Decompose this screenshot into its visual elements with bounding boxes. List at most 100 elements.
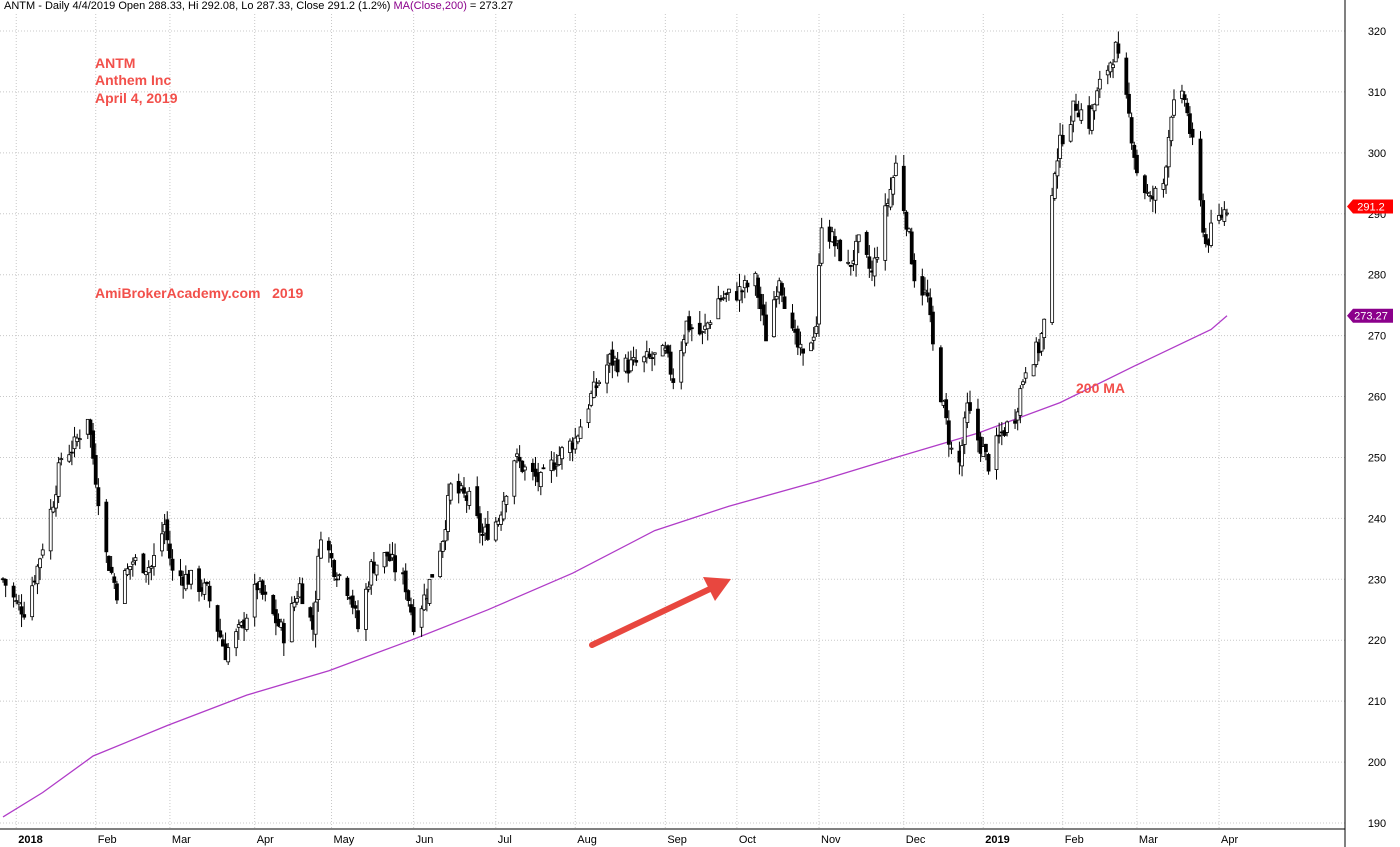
candle-down — [334, 578, 339, 581]
candle-up — [125, 568, 130, 576]
x-tick-label: Dec — [906, 834, 926, 846]
candle-up — [427, 578, 432, 604]
candle-up — [319, 539, 323, 559]
candle-up — [438, 550, 443, 577]
candle-up — [1055, 160, 1060, 177]
candle-up — [1164, 166, 1168, 186]
candle-down — [430, 574, 435, 578]
candle-up — [716, 298, 721, 320]
candle-up — [557, 455, 562, 465]
candle-up — [289, 603, 294, 643]
candle-up — [366, 586, 371, 590]
candle-down — [91, 430, 95, 459]
candle-up — [772, 299, 776, 338]
y-tick-label: 280 — [1368, 270, 1386, 282]
candle-up — [642, 356, 647, 363]
candle-down — [764, 314, 768, 342]
ma-value-text: = 273.27 — [466, 0, 514, 12]
candle-up — [40, 549, 45, 556]
candle-down — [790, 312, 795, 329]
candle-down — [353, 605, 358, 609]
candle-up — [292, 601, 297, 608]
candle-up — [77, 438, 82, 441]
y-tick-label: 300 — [1368, 148, 1386, 160]
candle-down — [1201, 200, 1206, 233]
candle-down — [946, 420, 951, 445]
candle-up — [422, 594, 427, 611]
ma-value-badge-shape — [1347, 308, 1393, 323]
candle-down — [462, 487, 466, 494]
x-tick-label: Sep — [667, 834, 687, 846]
candle-up — [684, 320, 689, 344]
candle-up — [313, 601, 318, 635]
candle-up — [1031, 364, 1036, 377]
candle-up — [56, 462, 61, 497]
candle-up — [737, 286, 742, 301]
candle-up — [597, 381, 602, 384]
candle-up — [35, 565, 40, 585]
candle-down — [745, 282, 750, 288]
candle-up — [295, 598, 299, 603]
candle-up — [14, 600, 19, 603]
candle-down — [986, 454, 991, 472]
candle-down — [115, 583, 119, 601]
price-badges: 291.2 273.27 — [1347, 199, 1393, 323]
candle-up — [1068, 124, 1073, 142]
candle-down — [517, 456, 522, 462]
candle-down — [1013, 420, 1017, 424]
candle-up — [727, 288, 731, 294]
candle-down — [300, 583, 305, 605]
candle-down — [1198, 138, 1203, 201]
candle-down — [761, 304, 766, 316]
candle-down — [697, 322, 702, 335]
candle-up — [443, 529, 448, 542]
candle-down — [165, 519, 170, 541]
candle-up — [891, 177, 896, 195]
y-tick-label: 190 — [1368, 818, 1386, 830]
candle-down — [350, 595, 355, 608]
site-annotation: AmiBrokerAcademy.com 2019 — [95, 285, 304, 301]
candle-down — [485, 523, 490, 540]
ma-annotation: 200 MA — [1076, 380, 1126, 396]
trend-arrow — [589, 577, 731, 648]
candle-up — [538, 472, 543, 488]
candle-down — [801, 348, 806, 354]
candle-up — [515, 453, 519, 457]
candle-up — [774, 296, 779, 300]
candle-up — [1021, 381, 1025, 385]
candle-up — [72, 436, 77, 450]
candle-down — [332, 560, 337, 578]
candle-up — [576, 435, 580, 443]
close-price-badge: 291.2 — [1347, 199, 1393, 214]
candle-down — [938, 347, 943, 403]
candle-up — [578, 426, 583, 439]
candle-down — [795, 328, 800, 348]
candle-up — [1097, 78, 1102, 90]
candle-up — [419, 608, 424, 628]
date-annotation: April 4, 2019 — [95, 90, 178, 106]
candle-up — [1079, 109, 1084, 121]
candle-down — [912, 259, 917, 282]
candle-up — [54, 494, 58, 509]
ma-value-badge-label: 273.27 — [1354, 311, 1388, 323]
candle-down — [610, 349, 615, 366]
x-tick-label: Apr — [1221, 834, 1238, 846]
candle-up — [811, 336, 816, 341]
candle-up — [1217, 215, 1221, 221]
candle-up — [30, 585, 35, 618]
candle-down — [867, 256, 872, 269]
candle-up — [628, 359, 633, 372]
candle-down — [650, 357, 654, 360]
candle-down — [968, 402, 972, 411]
candle-down — [647, 353, 652, 358]
candle-down — [393, 555, 398, 573]
candle-up — [1166, 136, 1171, 168]
close-price-badge-shape — [1347, 199, 1393, 214]
candle-up — [1145, 191, 1150, 194]
candle-down — [345, 577, 350, 596]
candle-up — [1172, 99, 1176, 116]
candle-down — [475, 486, 480, 517]
candle-up — [122, 570, 127, 604]
candle-down — [909, 231, 914, 265]
candle-up — [1225, 212, 1229, 215]
